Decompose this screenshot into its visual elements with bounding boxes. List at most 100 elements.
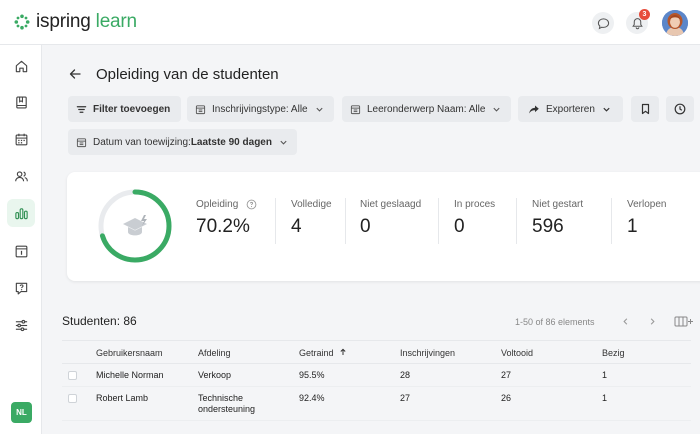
chat-icon: [597, 17, 609, 29]
assignment-date-filter[interactable]: Datum van toewijzing: Laatste 90 dagen: [68, 129, 297, 155]
cell-username[interactable]: Robert Lamb: [96, 393, 149, 403]
sidebar-item-courses[interactable]: [7, 88, 35, 116]
sidebar-item-home[interactable]: [7, 52, 35, 80]
previous-page-button[interactable]: [617, 313, 633, 329]
chevron-left-icon: [622, 317, 627, 325]
app-logo[interactable]: ispring learn: [14, 11, 137, 33]
reports-icon: [14, 207, 28, 219]
stat-not-started-value: 596: [532, 216, 564, 237]
calendar-icon: [195, 104, 206, 114]
chat-button[interactable]: [592, 12, 614, 34]
assignment-date-label: Datum van toewijzing:: [93, 136, 191, 148]
table-header: Gebruikersnaam Afdeling Getraind Inschri…: [62, 340, 691, 364]
help-circle-icon[interactable]: [246, 199, 257, 210]
students-table: Gebruikersnaam Afdeling Getraind Inschri…: [62, 340, 691, 421]
users-icon: [14, 170, 28, 181]
stat-failed: Niet geslaagd 0: [360, 199, 421, 238]
next-page-button[interactable]: [644, 313, 660, 329]
sidebar-item-info[interactable]: [7, 237, 35, 265]
chevron-down-icon: [316, 107, 323, 112]
stat-expired: Verlopen 1: [627, 199, 666, 238]
home-icon: [15, 60, 27, 72]
sidebar: NL: [0, 45, 42, 434]
row-checkbox[interactable]: [68, 371, 77, 380]
students-count: Studenten: 86: [62, 314, 137, 328]
back-button[interactable]: [68, 67, 82, 81]
stat-divider: [611, 198, 612, 244]
table-row[interactable]: Michelle Norman Verkoop 95.5% 28 27 1: [62, 364, 691, 387]
sidebar-item-calendar[interactable]: [7, 125, 35, 153]
graduation-cap-icon: [123, 215, 147, 236]
cell-busy: 1: [602, 370, 608, 380]
logo-text-learn: learn: [95, 11, 137, 32]
sidebar-item-settings[interactable]: [7, 311, 35, 339]
cell-department: Technische ondersteuning: [198, 393, 256, 414]
sidebar-item-users[interactable]: [7, 162, 35, 190]
pagination-info: 1-50 of 86 elements: [515, 317, 595, 327]
training-progress-ring: [98, 189, 172, 263]
cell-trained: 95.5%: [299, 370, 325, 380]
cell-completed: 26: [501, 393, 512, 403]
share-arrow-icon: [529, 105, 539, 113]
chevron-down-icon: [280, 140, 287, 145]
stat-in-progress: In proces 0: [454, 199, 495, 238]
calendar-icon: [76, 137, 87, 147]
learning-subject-label: Leeronderwerp Naam: Alle: [367, 103, 486, 115]
bookmark-button[interactable]: [631, 96, 659, 122]
clock-icon: [674, 103, 686, 115]
cell-busy: 1: [602, 393, 608, 403]
stat-divider: [345, 198, 346, 244]
column-header-completed[interactable]: Voltooid: [501, 348, 534, 358]
sidebar-item-reports[interactable]: [7, 199, 35, 227]
chevron-down-icon: [493, 107, 500, 112]
arrow-left-icon: [69, 69, 81, 79]
cell-trained: 92.4%: [299, 393, 325, 403]
bell-icon: [631, 17, 643, 29]
help-icon: [15, 282, 27, 294]
column-settings-button[interactable]: [673, 313, 695, 329]
user-avatar[interactable]: [662, 10, 688, 36]
column-header-trained-label: Getraind: [299, 348, 334, 358]
columns-add-icon: [674, 316, 693, 326]
table-row[interactable]: Robert Lamb Technische ondersteuning 92.…: [62, 387, 691, 421]
logo-text-ispring: ispring: [36, 11, 91, 32]
enrollment-type-label: Inschrijvingstype: Alle: [212, 103, 308, 115]
current-user-initials[interactable]: NL: [11, 402, 32, 423]
top-bar: ispring learn 3: [0, 0, 700, 45]
chevron-down-icon: [603, 107, 610, 112]
cell-enrollments: 27: [400, 393, 411, 403]
settings-icon: [15, 319, 27, 331]
book-icon: [15, 96, 27, 109]
stat-not-started-label: Niet gestart: [532, 199, 584, 210]
stat-not-started: Niet gestart 596: [532, 199, 583, 238]
column-header-busy[interactable]: Bezig: [602, 348, 625, 358]
info-icon: [15, 245, 27, 257]
ispring-logo-icon: [14, 14, 30, 30]
main-content: Opleiding van de studenten Filter toevoe…: [43, 45, 700, 434]
column-header-username[interactable]: Gebruikersnaam: [96, 348, 163, 358]
schedule-button[interactable]: [666, 96, 694, 122]
row-checkbox[interactable]: [68, 394, 77, 403]
add-filter-label: Filter toevoegen: [93, 103, 171, 115]
training-progress-arc: [98, 189, 172, 263]
calendar-icon: [15, 133, 27, 145]
stat-in-progress-label: In proces: [454, 199, 496, 210]
export-button[interactable]: Exporteren: [518, 96, 623, 122]
cell-completed: 27: [501, 370, 512, 380]
column-header-enrollments[interactable]: Inschrijvingen: [400, 348, 456, 358]
sidebar-item-help[interactable]: [7, 274, 35, 302]
stat-training: Opleiding 70.2%: [196, 199, 257, 238]
stat-complete-label: Volledige: [291, 199, 332, 210]
stat-complete: Volledige 4: [291, 199, 332, 238]
stat-in-progress-value: 0: [454, 216, 465, 237]
cell-username[interactable]: Michelle Norman: [96, 370, 164, 380]
learning-subject-filter[interactable]: Leeronderwerp Naam: Alle: [342, 96, 511, 122]
notifications-button[interactable]: 3: [626, 9, 650, 34]
add-filter-button[interactable]: Filter toevoegen: [68, 96, 181, 122]
stat-divider: [275, 198, 276, 244]
column-header-trained[interactable]: Getraind: [299, 348, 347, 358]
enrollment-type-filter[interactable]: Inschrijvingstype: Alle: [187, 96, 334, 122]
stat-expired-value: 1: [627, 216, 638, 237]
column-header-department[interactable]: Afdeling: [198, 348, 231, 358]
stat-complete-value: 4: [291, 216, 302, 237]
